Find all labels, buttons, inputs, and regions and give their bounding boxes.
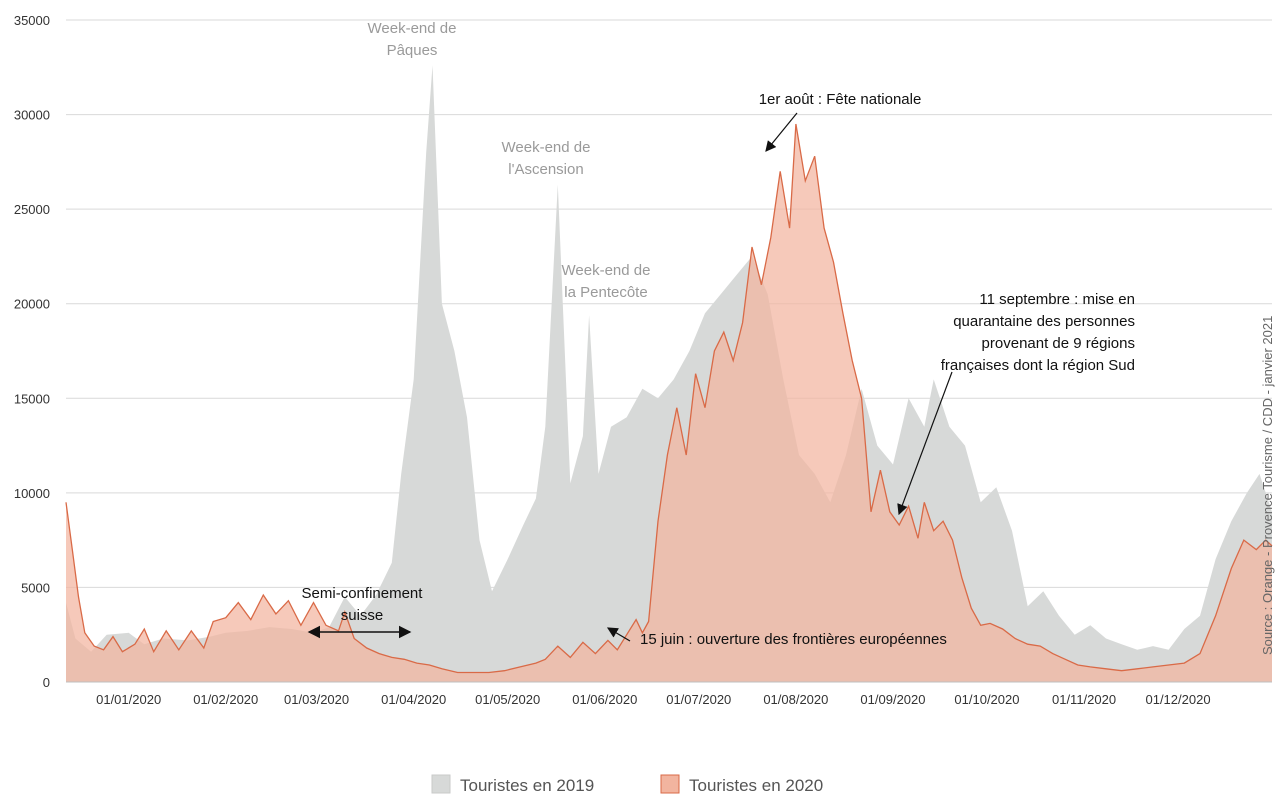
legend: Touristes en 2019 Touristes en 2020 (431, 774, 823, 794)
annotation-arrows (307, 112, 953, 642)
x-tick-01/10/2020: 01/10/2020 (954, 692, 1019, 707)
y-tick-0: 0 (43, 675, 50, 690)
line-series-2 (65, 123, 1273, 674)
annotation-7: 15 juin : ouverture des frontières europ… (640, 631, 947, 648)
annotations: Week-end de Pâques Week-end de l'Ascension W… (302, 20, 1135, 648)
annotation-4: 1er août : Fête nationale (759, 91, 922, 108)
y-tick-35000: 35000 (14, 13, 50, 28)
source-note: Source : Orange - Provence Tourisme / CD… (1260, 316, 1275, 655)
x-tick-01/12/2020: 01/12/2020 (1145, 692, 1210, 707)
x-tick-01/04/2020: 01/04/2020 (381, 692, 446, 707)
arrow-15-juin (606, 627, 631, 642)
area-series-1 (66, 65, 1272, 682)
annotation-2: Week-end de l'Ascension (502, 139, 591, 178)
annotation-1: Week-end de Pâques (368, 20, 457, 59)
arrow-1er-aout (765, 112, 798, 152)
annotation-6: Semi-confinement suisse (302, 585, 424, 624)
x-tick-01/01/2020: 01/01/2020 (96, 692, 161, 707)
y-axis-ticks: 0 5000 10000 15000 20000 25000 30000 35000 (14, 13, 50, 690)
legend-swatch-2 (660, 774, 680, 794)
legend-label-1: Touristes en 2019 (460, 776, 594, 794)
arrow-11-septembre (897, 371, 953, 516)
x-tick-01/11/2020: 01/11/2020 (1052, 692, 1116, 707)
legend-swatch-1 (431, 774, 451, 794)
x-tick-01/06/2020: 01/06/2020 (572, 692, 637, 707)
x-axis-ticks: 01/01/2020 01/02/2020 01/03/2020 01/04/2020… (96, 692, 1210, 707)
y-tick-10000: 10000 (14, 486, 50, 501)
y-tick-25000: 25000 (14, 202, 50, 217)
y-tick-30000: 30000 (14, 108, 50, 123)
annotation-5: 11 septembre : mise en quarantaine des pe… (941, 291, 1135, 374)
x-tick-01/09/2020: 01/09/2020 (860, 692, 925, 707)
x-tick-01/07/2020: 01/07/2020 (666, 692, 731, 707)
x-tick-01/08/2020: 01/08/2020 (763, 692, 828, 707)
annotation-3: Week-end de la Pentecôte (562, 262, 651, 301)
x-tick-01/05/2020: 01/05/2020 (475, 692, 540, 707)
x-tick-01/02/2020: 01/02/2020 (193, 692, 258, 707)
series-areas (65, 65, 1273, 682)
y-tick-15000: 15000 (14, 391, 50, 406)
y-tick-20000: 20000 (14, 297, 50, 312)
legend-label-2: Touristes en 2020 (689, 776, 823, 794)
y-tick-5000: 5000 (21, 580, 50, 595)
area-series-2 (66, 124, 1272, 682)
x-tick-01/03/2020: 01/03/2020 (284, 692, 349, 707)
